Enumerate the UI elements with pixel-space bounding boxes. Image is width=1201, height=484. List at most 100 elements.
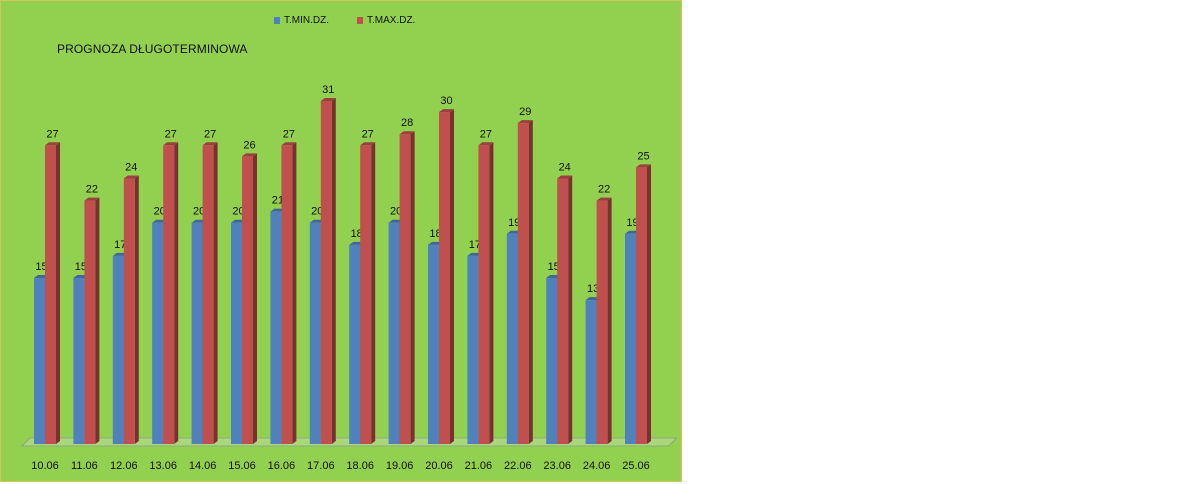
x-tick-label-10: 20.06 [425, 460, 453, 472]
data-label-min-6: 21 [272, 195, 284, 207]
x-tick-label-6: 16.06 [268, 460, 296, 472]
bar-side-max-1 [95, 197, 100, 444]
data-label-min-10: 18 [429, 228, 441, 240]
data-label-max-12: 29 [519, 106, 531, 118]
bar-top-max-2 [123, 175, 139, 179]
bar-side-max-11 [489, 142, 494, 445]
data-label-min-14: 13 [587, 283, 599, 295]
bar-side-max-6 [292, 142, 297, 445]
bar-min-4 [191, 222, 203, 444]
data-label-max-15: 25 [637, 150, 649, 162]
bar-min-15 [625, 233, 636, 444]
bar-min-11 [467, 255, 479, 444]
x-tick-label-7: 17.06 [307, 460, 335, 472]
bar-max-1 [84, 200, 96, 444]
bar-min-14 [585, 300, 597, 444]
bar-side-max-9 [410, 131, 415, 444]
x-tick-label-8: 18.06 [346, 460, 374, 472]
data-label-max-6: 27 [283, 128, 295, 140]
legend-item-min: T.MIN.DZ. [274, 15, 329, 26]
legend: T.MIN.DZ. T.MAX.DZ. [274, 15, 437, 26]
bar-side-max-4 [213, 142, 218, 445]
data-label-max-1: 22 [86, 184, 98, 196]
bar-max-9 [399, 134, 411, 444]
data-label-min-7: 20 [311, 206, 323, 218]
data-label-max-5: 26 [243, 139, 255, 151]
chart-area: T.MIN.DZ. T.MAX.DZ. PROGNOZA DŁUGOTERMIN… [0, 0, 682, 482]
data-label-max-9: 28 [401, 117, 413, 129]
bar-max-12 [517, 123, 529, 445]
legend-swatch-min [274, 17, 280, 24]
bar-min-2 [112, 255, 124, 444]
bar-top-max-14 [596, 197, 612, 201]
bar-side-max-13 [568, 175, 573, 445]
bar-top-max-8 [360, 142, 376, 146]
bar-max-2 [123, 178, 135, 445]
bar-top-max-15 [636, 164, 651, 168]
bar-max-4 [202, 145, 214, 445]
bar-top-max-9 [399, 131, 415, 135]
legend-swatch-max [357, 17, 363, 24]
chart-title: PROGNOZA DŁUGOTERMINOWA [57, 42, 248, 56]
bar-min-7 [309, 222, 321, 444]
bar-top-max-5 [242, 153, 257, 157]
x-tick-label-4: 14.06 [189, 460, 217, 472]
bar-top-max-13 [557, 175, 573, 179]
bar-min-6 [270, 211, 282, 444]
bar-side-max-14 [607, 197, 612, 444]
bar-min-1 [73, 278, 85, 444]
bar-top-max-1 [84, 197, 100, 201]
bar-top-max-11 [478, 142, 494, 146]
data-label-min-13: 15 [548, 261, 560, 273]
bar-min-12 [506, 233, 518, 444]
data-label-min-5: 20 [232, 206, 244, 218]
bar-max-11 [478, 145, 490, 445]
x-tick-label-11: 21.06 [465, 460, 493, 472]
bar-top-max-3 [163, 142, 179, 146]
bar-min-0 [34, 278, 45, 444]
bar-max-0 [45, 145, 56, 445]
data-label-max-2: 24 [125, 161, 137, 173]
bar-top-max-4 [202, 142, 218, 146]
bar-top-max-7 [320, 98, 336, 101]
data-label-max-14: 22 [598, 184, 610, 196]
bar-top-max-6 [281, 142, 297, 146]
bar-min-13 [546, 278, 558, 444]
bar-side-max-15 [647, 164, 651, 445]
bar-side-max-3 [174, 142, 179, 445]
bar-max-15 [636, 167, 647, 445]
bar-side-max-7 [331, 98, 336, 444]
legend-label-max: T.MAX.DZ. [367, 15, 416, 26]
legend-item-max: T.MAX.DZ. [357, 15, 415, 26]
x-tick-label-1: 11.06 [71, 460, 98, 472]
bar-side-max-8 [371, 142, 376, 445]
data-label-max-10: 30 [440, 95, 452, 107]
data-label-min-4: 20 [193, 206, 205, 218]
bar-side-max-12 [528, 120, 533, 445]
bar-min-5 [231, 222, 242, 444]
bar-max-3 [163, 145, 175, 445]
data-label-min-0: 15 [35, 261, 47, 273]
data-label-min-11: 17 [469, 239, 481, 251]
x-tick-label-13: 23.06 [543, 460, 571, 472]
bar-side-max-10 [450, 109, 454, 444]
chart-plot: 15 27 10.06 15 22 11.06 17 24 12.06 20 27 13.06 20 27… [21, 84, 678, 472]
data-label-min-12: 19 [508, 217, 520, 229]
x-tick-label-2: 12.06 [110, 460, 138, 472]
data-label-max-11: 27 [480, 128, 492, 140]
bar-top-max-0 [45, 142, 60, 146]
x-tick-label-9: 19.06 [386, 460, 414, 472]
bar-top-max-12 [517, 120, 533, 124]
x-tick-label-15: 25.06 [622, 460, 650, 472]
bar-side-max-5 [253, 153, 257, 445]
data-label-max-3: 27 [165, 128, 177, 140]
bar-max-13 [557, 178, 569, 445]
bar-max-5 [242, 156, 253, 445]
x-tick-label-3: 13.06 [149, 460, 177, 472]
legend-label-min: T.MIN.DZ. [284, 15, 329, 26]
x-tick-label-5: 15.06 [228, 460, 256, 472]
data-label-max-0: 27 [46, 128, 58, 140]
bar-top-max-10 [439, 109, 454, 113]
data-label-min-8: 18 [351, 228, 363, 240]
data-label-max-8: 27 [362, 128, 374, 140]
